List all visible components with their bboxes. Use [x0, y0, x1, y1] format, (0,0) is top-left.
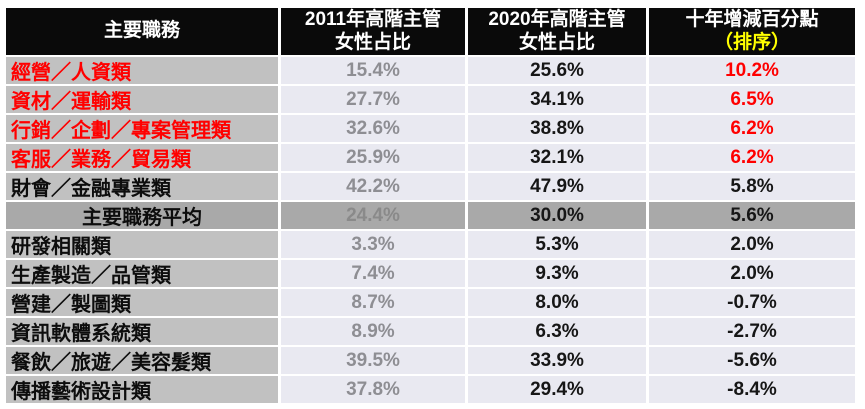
job-label: 傳播藝術設計類	[6, 376, 278, 403]
value-2011: 27.7%	[281, 86, 465, 113]
header-2020-line2: 女性占比	[518, 31, 595, 53]
header-decade-diff: 十年增減百分點 （排序）	[649, 8, 855, 55]
sort-note: （排序）	[713, 31, 790, 53]
value-diff: 5.6%	[649, 202, 855, 229]
value-2020: 30.0%	[468, 202, 646, 229]
average-row-label: 主要職務平均	[6, 202, 278, 229]
value-2020: 47.9%	[468, 173, 646, 200]
job-label: 餐飲／旅遊／美容髮類	[6, 347, 278, 374]
value-2020: 9.3%	[468, 260, 646, 287]
header-diff-line1: 十年增減百分點	[685, 8, 819, 30]
value-2011: 15.4%	[281, 57, 465, 84]
value-2011: 24.4%	[281, 202, 465, 229]
job-label: 資材／運輸類	[6, 86, 278, 113]
job-label: 營建／製圖類	[6, 289, 278, 316]
job-label: 客服／業務／貿易類	[6, 144, 278, 171]
header-job-category-label: 主要職務	[103, 20, 180, 42]
value-diff: -5.6%	[649, 347, 855, 374]
value-diff: 6.2%	[649, 115, 855, 142]
header-2011-line1: 2011年高階主管	[304, 8, 442, 30]
value-diff: 2.0%	[649, 231, 855, 258]
value-2020: 8.0%	[468, 289, 646, 316]
header-2011-ratio: 2011年高階主管 女性占比	[281, 8, 465, 55]
value-2011: 32.6%	[281, 115, 465, 142]
job-label: 生產製造／品管類	[6, 260, 278, 287]
header-2011-line2: 女性占比	[334, 31, 411, 53]
value-2011: 8.9%	[281, 318, 465, 345]
job-label: 經營／人資類	[6, 57, 278, 84]
value-2020: 38.8%	[468, 115, 646, 142]
header-job-category: 主要職務	[6, 8, 278, 55]
value-2020: 29.4%	[468, 376, 646, 403]
value-diff: -2.7%	[649, 318, 855, 345]
value-2011: 42.2%	[281, 173, 465, 200]
value-2011: 39.5%	[281, 347, 465, 374]
job-label: 行銷／企劃／專案管理類	[6, 115, 278, 142]
value-2011: 25.9%	[281, 144, 465, 171]
value-2011: 3.3%	[281, 231, 465, 258]
value-diff: 6.2%	[649, 144, 855, 171]
header-2020-line1: 2020年高階主管	[488, 8, 626, 30]
value-2011: 8.7%	[281, 289, 465, 316]
value-diff: -8.4%	[649, 376, 855, 403]
value-2020: 5.3%	[468, 231, 646, 258]
value-2020: 25.6%	[468, 57, 646, 84]
job-label: 財會／金融專業類	[6, 173, 278, 200]
value-2020: 34.1%	[468, 86, 646, 113]
job-label: 研發相關類	[6, 231, 278, 258]
value-diff: 6.5%	[649, 86, 855, 113]
value-2020: 32.1%	[468, 144, 646, 171]
job-label: 資訊軟體系統類	[6, 318, 278, 345]
value-2011: 7.4%	[281, 260, 465, 287]
header-2020-ratio: 2020年高階主管 女性占比	[468, 8, 646, 55]
value-diff: -0.7%	[649, 289, 855, 316]
executive-gender-ratio-table: 主要職務 2011年高階主管 女性占比 2020年高階主管 女性占比 十年增減百…	[6, 8, 855, 403]
value-diff: 10.2%	[649, 57, 855, 84]
value-2020: 6.3%	[468, 318, 646, 345]
value-diff: 2.0%	[649, 260, 855, 287]
value-2011: 37.8%	[281, 376, 465, 403]
value-diff: 5.8%	[649, 173, 855, 200]
value-2020: 33.9%	[468, 347, 646, 374]
